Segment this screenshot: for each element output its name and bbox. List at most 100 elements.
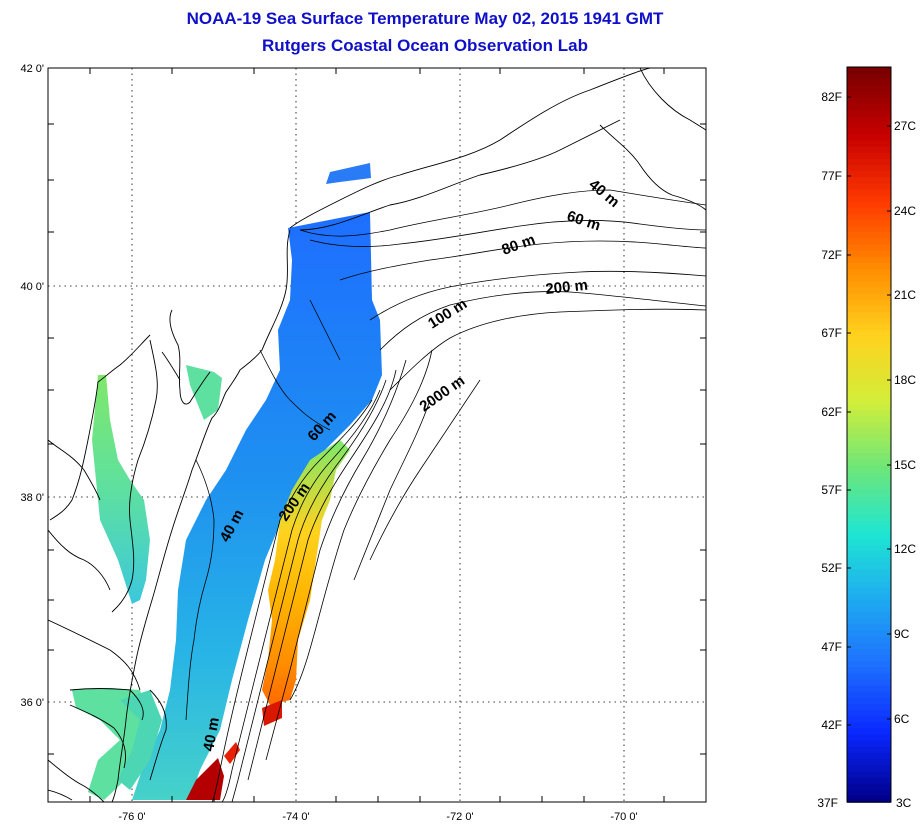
lon-label-72: -72 0' [446,811,473,823]
colorbar-c-12: 12C [894,542,916,556]
colorbar-band [847,746,891,754]
lat-label-40: 40 0' [20,281,44,293]
colorbar-band [847,97,891,105]
colorbar-band [847,771,891,779]
colorbar-band [847,795,891,803]
colorbar-band [847,165,891,172]
map-subtitle: Rutgers Coastal Ocean Observation Lab [262,36,588,55]
colorbar-band [847,728,891,736]
colorbar-band [847,471,891,479]
colorbar-band [847,648,891,656]
colorbar-band [847,128,891,136]
colorbar-band [847,599,891,607]
colorbar-band [847,73,891,81]
colorbar-band [847,477,891,485]
map-title: NOAA-19 Sea Surface Temperature May 02, … [186,9,664,28]
colorbar-c-18: 18C [894,373,916,387]
colorbar-f-47: 47F [821,640,842,654]
colorbar-band [847,416,891,424]
colorbar-band [847,275,891,283]
contour-label-40m-south: 40 m [200,716,223,753]
colorbar-band [847,508,891,515]
colorbar-band [847,679,891,687]
colorbar-band [847,544,891,552]
colorbar-band [847,293,891,301]
colorbar-band [847,606,891,613]
colorbar-band [847,722,891,730]
colorbar-band [847,281,891,289]
colorbar-c-9: 9C [894,627,910,641]
colorbar-band [847,428,891,436]
colorbar-band [847,765,891,773]
colorbar-band [847,330,891,338]
colorbar-band [847,238,891,246]
colorbar-c-6: 6C [894,712,910,726]
colorbar-band [847,563,891,571]
colorbar-band [847,777,891,785]
colorbar-band [847,710,891,718]
colorbar-band [847,740,891,748]
colorbar-band [847,593,891,601]
colorbar-band [847,753,891,760]
colorbar-band [847,85,891,93]
lat-label-42: 42 0' [20,63,44,75]
colorbar-band [847,385,891,393]
colorbar-band [847,667,891,675]
colorbar-band [847,305,891,313]
colorbar-band [847,636,891,644]
colorbar-band [847,495,891,503]
colorbar-band [847,269,891,277]
colorbar-band [847,287,891,295]
colorbar-band [847,557,891,564]
colorbar-band [847,403,891,411]
bathymetry-contours [185,189,706,802]
colorbar-band [847,103,891,111]
colorbar-band [847,612,891,620]
colorbar-band [847,220,891,228]
colorbar-band [847,655,891,662]
colorbar-band [847,342,891,350]
colorbar-band [847,661,891,669]
colorbar-band [847,134,891,142]
colorbar-band [847,618,891,626]
coastline [48,68,706,802]
lon-label-76: -76 0' [118,811,145,823]
colorbar-f-62: 62F [821,405,842,419]
colorbar-band [847,189,891,197]
colorbar-band [847,140,891,148]
colorbar-f-72: 72F [821,248,842,262]
colorbar-band [847,79,891,87]
colorbar-band [847,642,891,650]
colorbar-band [847,624,891,632]
colorbar-band [847,336,891,344]
colorbar-band [847,177,891,185]
colorbar-band [847,379,891,387]
colorbar-f-77: 77F [821,169,842,183]
colorbar-band [847,716,891,724]
colorbar-band [847,514,891,522]
colorbar-band [847,691,891,699]
lat-label-38: 38 0' [20,492,44,504]
colorbar-band [847,569,891,577]
colorbar-band [847,391,891,399]
colorbar-c-27: 27C [894,119,916,133]
colorbar-band [847,489,891,497]
colorbar-band [847,630,891,638]
colorbar-band [847,697,891,705]
colorbar-band [847,256,891,264]
colorbar-band [847,581,891,589]
colorbar-band [847,67,891,74]
colorbar-band [847,263,891,270]
colorbar-band [847,373,891,381]
colorbar-band [847,734,891,742]
colorbar-band [847,195,891,203]
colorbar-band [847,440,891,448]
colorbar-band [847,410,891,417]
colorbar-band [847,759,891,767]
colorbar-band [847,422,891,430]
colorbar-band [847,214,891,221]
colorbar-c-15: 15C [894,458,916,472]
colorbar-band [847,183,891,191]
colorbar-band [847,299,891,307]
